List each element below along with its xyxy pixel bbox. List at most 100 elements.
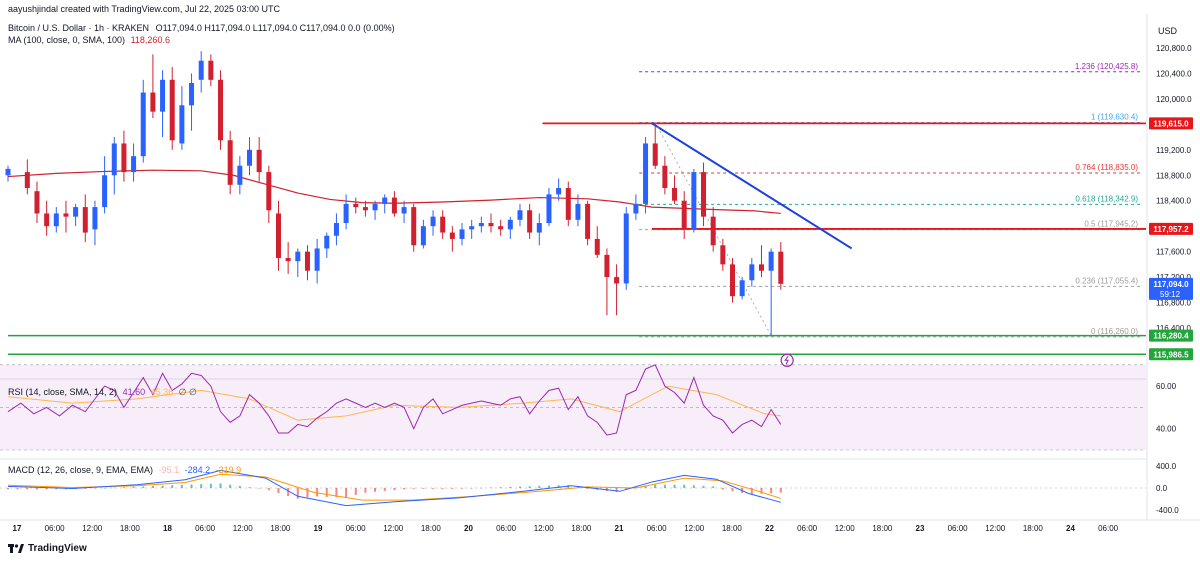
rsi-line (7, 364, 782, 436)
rsi-tick-label: 60.00 (1156, 382, 1177, 391)
time-tick-label: 18 (163, 524, 172, 533)
macd-histogram-bar (383, 488, 386, 491)
macd-histogram-bar (586, 488, 589, 489)
currency-label[interactable]: USD (1158, 26, 1178, 36)
candle-body (150, 92, 156, 112)
time-tick-label: 06:00 (1098, 524, 1119, 533)
macd-legend[interactable]: MACD (12, 26, close, 9, EMA, EMA) -95.1 … (8, 465, 241, 475)
candle-body (643, 143, 649, 204)
rsi-value-2: 45.36 (150, 387, 174, 397)
macd-histogram-bar (55, 488, 58, 490)
macd-histogram-bar (7, 488, 9, 490)
candle-body (353, 203, 359, 208)
rsi-legend[interactable]: RSI (14, close, SMA, 14, 2) 41.60 45.36 … (8, 387, 197, 398)
candle-body (266, 172, 272, 211)
candle-body (333, 223, 339, 236)
time-tick-label: 12:00 (233, 524, 254, 533)
candle-body (701, 172, 707, 217)
macd-histogram-bar (403, 488, 406, 490)
tradingview-logo[interactable]: TradingView (8, 543, 87, 554)
alert-bolt-icon (784, 355, 789, 365)
ma-label: MA (100, close, 0, SMA, 100) (8, 35, 126, 45)
time-tick-label: 06:00 (647, 524, 668, 533)
candle-body (382, 197, 388, 204)
candle-body (63, 213, 69, 217)
macd-histogram-bar (45, 488, 48, 490)
macd-histogram-bar (692, 485, 695, 488)
price-tick-label: 119,200.0 (1156, 146, 1192, 155)
candle-body (710, 216, 716, 246)
macd-value-3: -219.9 (215, 465, 242, 475)
macd-histogram-bar (663, 484, 666, 488)
macd-histogram-bar (634, 486, 637, 488)
rsi-extra: ∅ ∅ (178, 387, 197, 397)
candle-body (536, 223, 542, 233)
fib-label: 1 (119,630.4) (1091, 112, 1138, 121)
macd-histogram-bar (770, 488, 773, 494)
macd-histogram-bar (528, 486, 531, 488)
candle-countdown: 59:12 (1160, 290, 1181, 299)
candle-body (140, 92, 146, 157)
candle-body (372, 203, 378, 211)
macd-histogram-bar (393, 488, 396, 490)
creator-line: aayushjindal created with TradingView.co… (8, 4, 280, 14)
macd-histogram-bar (470, 488, 473, 489)
price-tick-label: 117,200.0 (1156, 273, 1192, 282)
candle-body (275, 213, 281, 258)
candle-body (459, 229, 465, 239)
candle-body (73, 207, 79, 217)
macd-tick-label: 0.0 (1156, 484, 1168, 493)
candle-body (556, 188, 562, 195)
macd-histogram-bar (364, 488, 367, 493)
candle-body (44, 213, 50, 227)
macd-histogram-bar (35, 488, 38, 490)
candle-body (507, 219, 513, 230)
time-tick-label: 20 (464, 524, 473, 533)
price-tag (1149, 117, 1193, 130)
candle-body (391, 197, 397, 214)
candle-body (208, 60, 214, 80)
macd-histogram-bar (412, 488, 415, 489)
macd-histogram-bar (354, 488, 357, 495)
candle-body (160, 79, 166, 112)
macd-histogram-bar (122, 487, 125, 488)
macd-histogram-bar (103, 488, 106, 489)
price-tag-label: 119,615.0 (1153, 119, 1189, 128)
macd-histogram-bar (335, 488, 338, 498)
macd-histogram-bar (345, 488, 348, 498)
time-tick-label: 12:00 (985, 524, 1006, 533)
macd-histogram-bar (151, 486, 154, 488)
rsi-label: RSI (14, close, SMA, 14, 2) (8, 387, 118, 397)
ma-value: 118,260.6 (130, 35, 170, 45)
macd-histogram-bar (238, 485, 241, 488)
macd-histogram-bar (441, 488, 444, 489)
price-tag-label: 117,957.2 (1153, 225, 1189, 234)
candle-body (565, 188, 571, 220)
ohlc-values: O117,094.0 H117,094.0 L117,094.0 C117,09… (155, 23, 395, 33)
time-tick-label: 23 (916, 524, 925, 533)
macd-histogram-bar (490, 487, 492, 489)
macd-histogram-bar (451, 488, 454, 489)
macd-histogram-bar (161, 485, 164, 488)
macd-histogram-bar (93, 488, 96, 489)
candle-body (169, 79, 175, 141)
macd-histogram-bar (683, 484, 686, 488)
candle-body (218, 79, 224, 141)
candle-body (82, 207, 88, 233)
candle-body (420, 226, 426, 246)
candle-body (662, 165, 668, 188)
time-tick-label: 24 (1066, 524, 1075, 533)
candle-body (285, 258, 291, 262)
time-tick-label: 12:00 (534, 524, 555, 533)
time-tick-label: 21 (615, 524, 624, 533)
macd-histogram-bar (296, 488, 299, 499)
candle-body (488, 223, 494, 227)
ma-legend[interactable]: MA (100, close, 0, SMA, 100) 118,260.6 (8, 35, 170, 45)
candle-body (189, 83, 195, 106)
price-tag (1149, 222, 1193, 235)
macd-histogram-bar (644, 485, 647, 488)
macd-histogram-bar (306, 488, 309, 498)
symbol-name[interactable]: Bitcoin / U.S. Dollar · 1h · KRAKEN (8, 23, 150, 33)
symbol-title: Bitcoin / U.S. Dollar · 1h · KRAKEN O117… (8, 23, 395, 33)
macd-histogram-bar (374, 488, 377, 492)
